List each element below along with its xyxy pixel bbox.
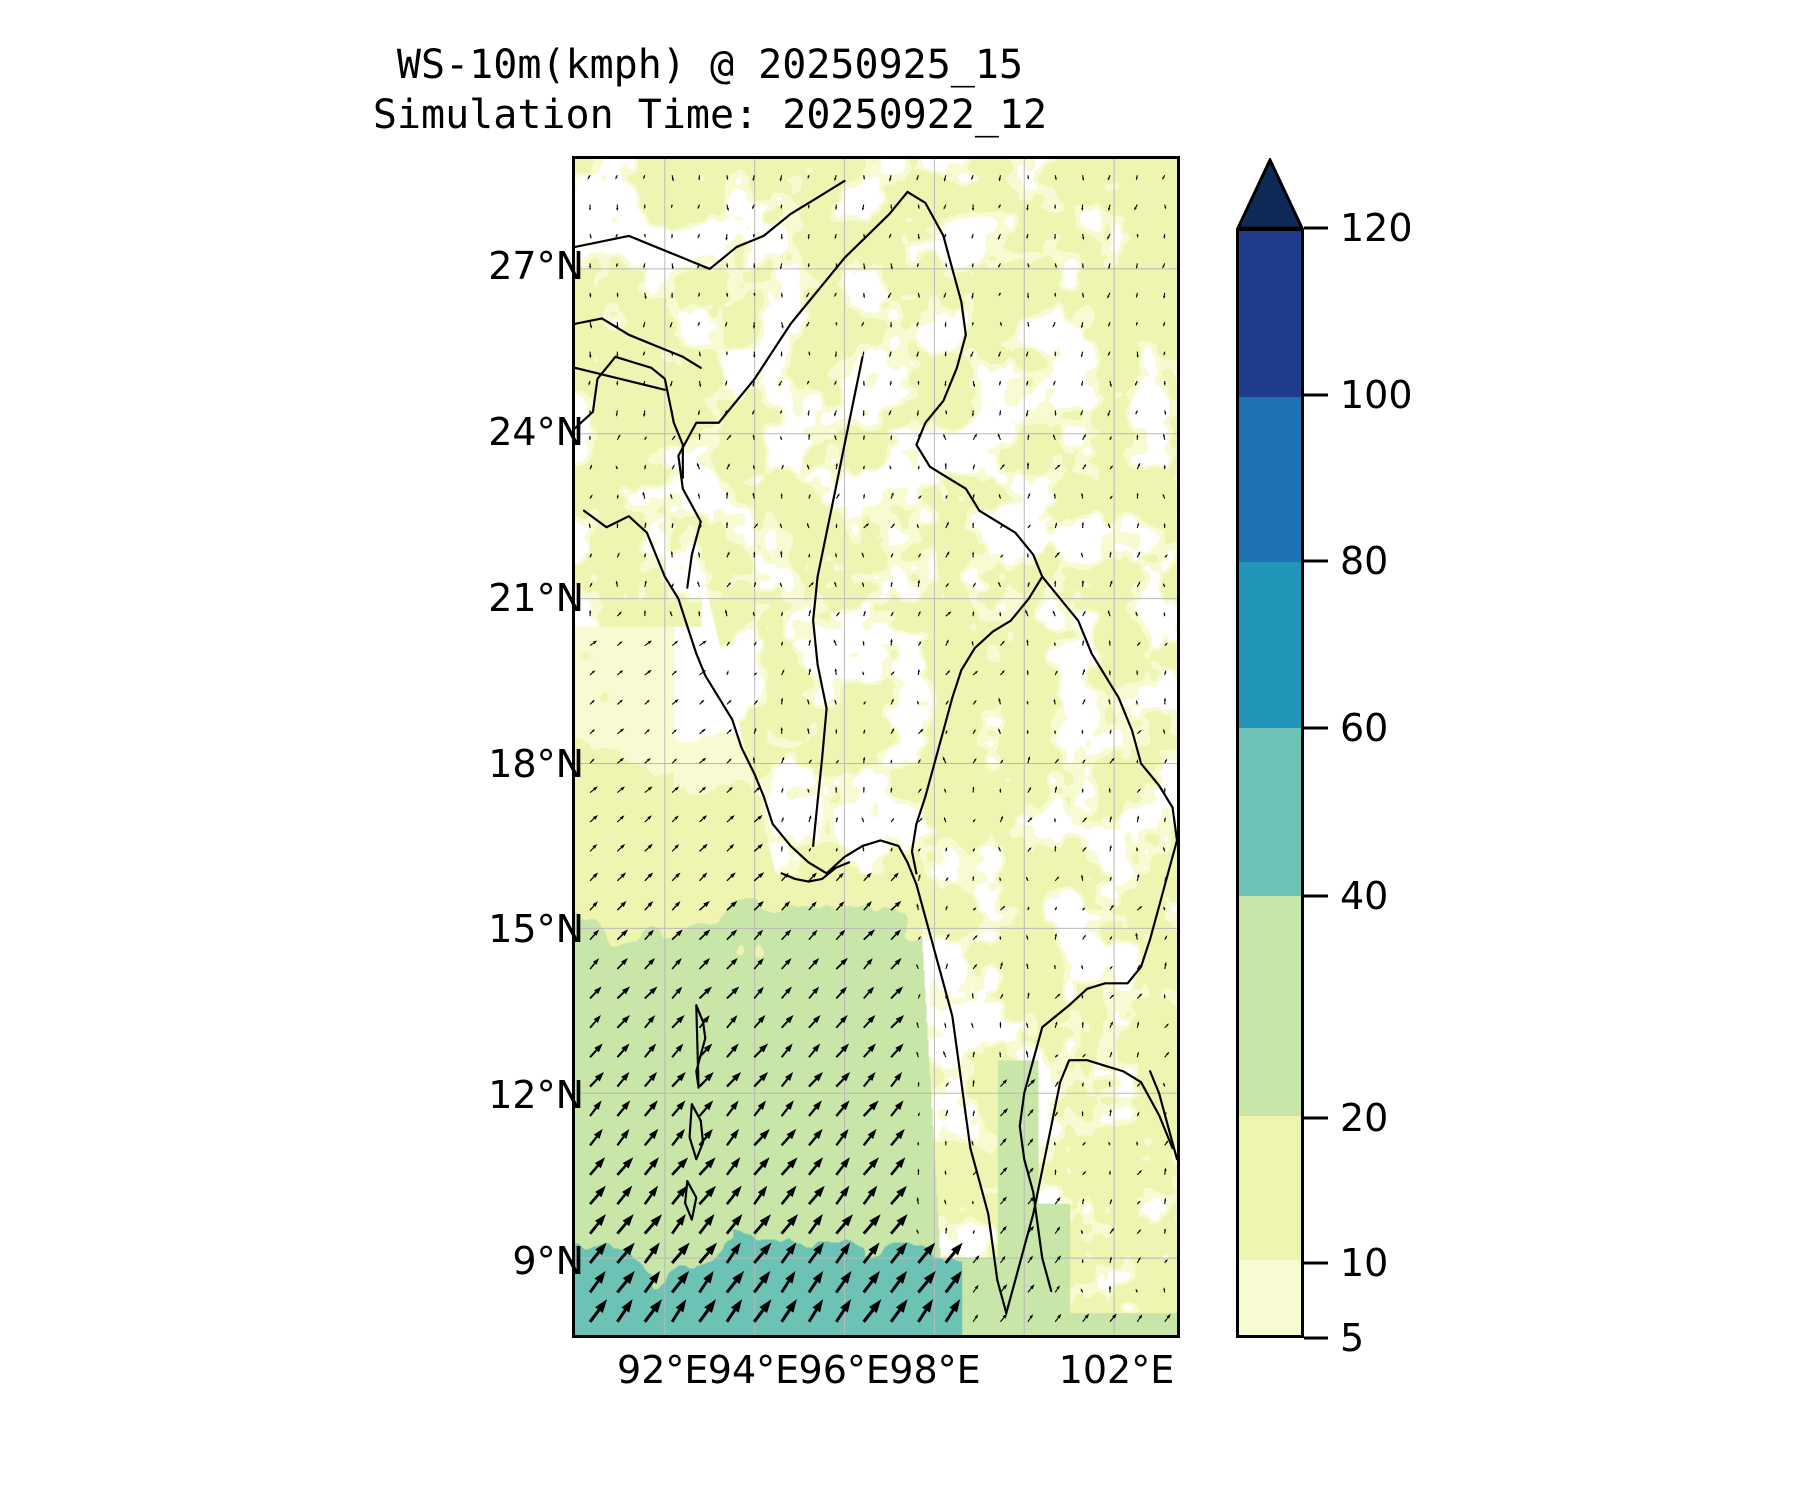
colorbar[interactable]: 120 100 80 60 40 20 10 5 [1236, 150, 1566, 1360]
colorbar-tick-label-120: 120 [1340, 206, 1413, 250]
colorbar-tick-mark-100 [1304, 393, 1328, 396]
colorbar-extend-arrow [1236, 158, 1304, 230]
colorbar-tick-label-60: 60 [1340, 705, 1389, 750]
latitude-tick-24: 24°N [488, 410, 584, 455]
colorbar-tick-mark-5 [1304, 1336, 1328, 1340]
colorbar-gradient [1236, 228, 1304, 1338]
longitude-tick-96: 96°E [798, 1348, 890, 1392]
colorbar-segment-5-10 [1239, 1259, 1301, 1335]
colorbar-segment-10-20 [1239, 1116, 1301, 1260]
windspeed-field [575, 159, 1177, 1335]
colorbar-tick-mark-40 [1304, 894, 1328, 898]
longitude-tick-94: 94°E [707, 1348, 800, 1392]
latitude-tick-18: 18°N [488, 741, 584, 786]
plot-title: WS-10m(kmph) @ 20250925_15 Simulation Ti… [0, 40, 1420, 140]
longitude-tick-92: 92°E [617, 1348, 709, 1392]
colorbar-tick-label-5: 5 [1340, 1316, 1365, 1360]
colorbar-tick-mark-20 [1304, 1116, 1328, 1120]
colorbar-tick-label-20: 20 [1340, 1096, 1389, 1141]
latitude-tick-21: 21°N [488, 575, 584, 620]
latitude-tick-15: 15°N [488, 907, 584, 952]
map-axes[interactable] [572, 156, 1180, 1338]
colorbar-tick-mark-60 [1304, 726, 1328, 729]
colorbar-tick-mark-10 [1304, 1261, 1328, 1265]
coastline-borders [575, 179, 1177, 1315]
colorbar-tick-label-80: 80 [1340, 539, 1389, 583]
colorbar-segment-40-60 [1239, 727, 1301, 896]
latitude-tick-27: 27°N [488, 244, 584, 289]
colorbar-segment-60-80 [1239, 562, 1301, 728]
latitude-tick-9: 9°N [512, 1238, 584, 1283]
colorbar-tick-mark-80 [1304, 559, 1328, 563]
colorbar-tick-mark-120 [1304, 226, 1328, 230]
longitude-tick-102: 102°E [1058, 1348, 1175, 1392]
longitude-tick-98: 98°E [889, 1348, 981, 1392]
colorbar-tick-label-100: 100 [1340, 372, 1413, 417]
colorbar-segment-20-40 [1239, 895, 1301, 1117]
title-line-2: Simulation Time: 20250922_12 [372, 92, 1048, 138]
latitude-tick-12: 12°N [488, 1072, 584, 1117]
colorbar-segment-80-100 [1239, 396, 1301, 563]
graticule-gridlines [575, 159, 1177, 1335]
title-line-1: WS-10m(kmph) @ 20250925_15 [396, 42, 1024, 88]
colorbar-segment-100-120 [1239, 231, 1301, 397]
wind-vector-arrows [587, 174, 1171, 1323]
colorbar-tick-label-40: 40 [1340, 874, 1389, 919]
colorbar-tick-label-10: 10 [1340, 1240, 1389, 1285]
